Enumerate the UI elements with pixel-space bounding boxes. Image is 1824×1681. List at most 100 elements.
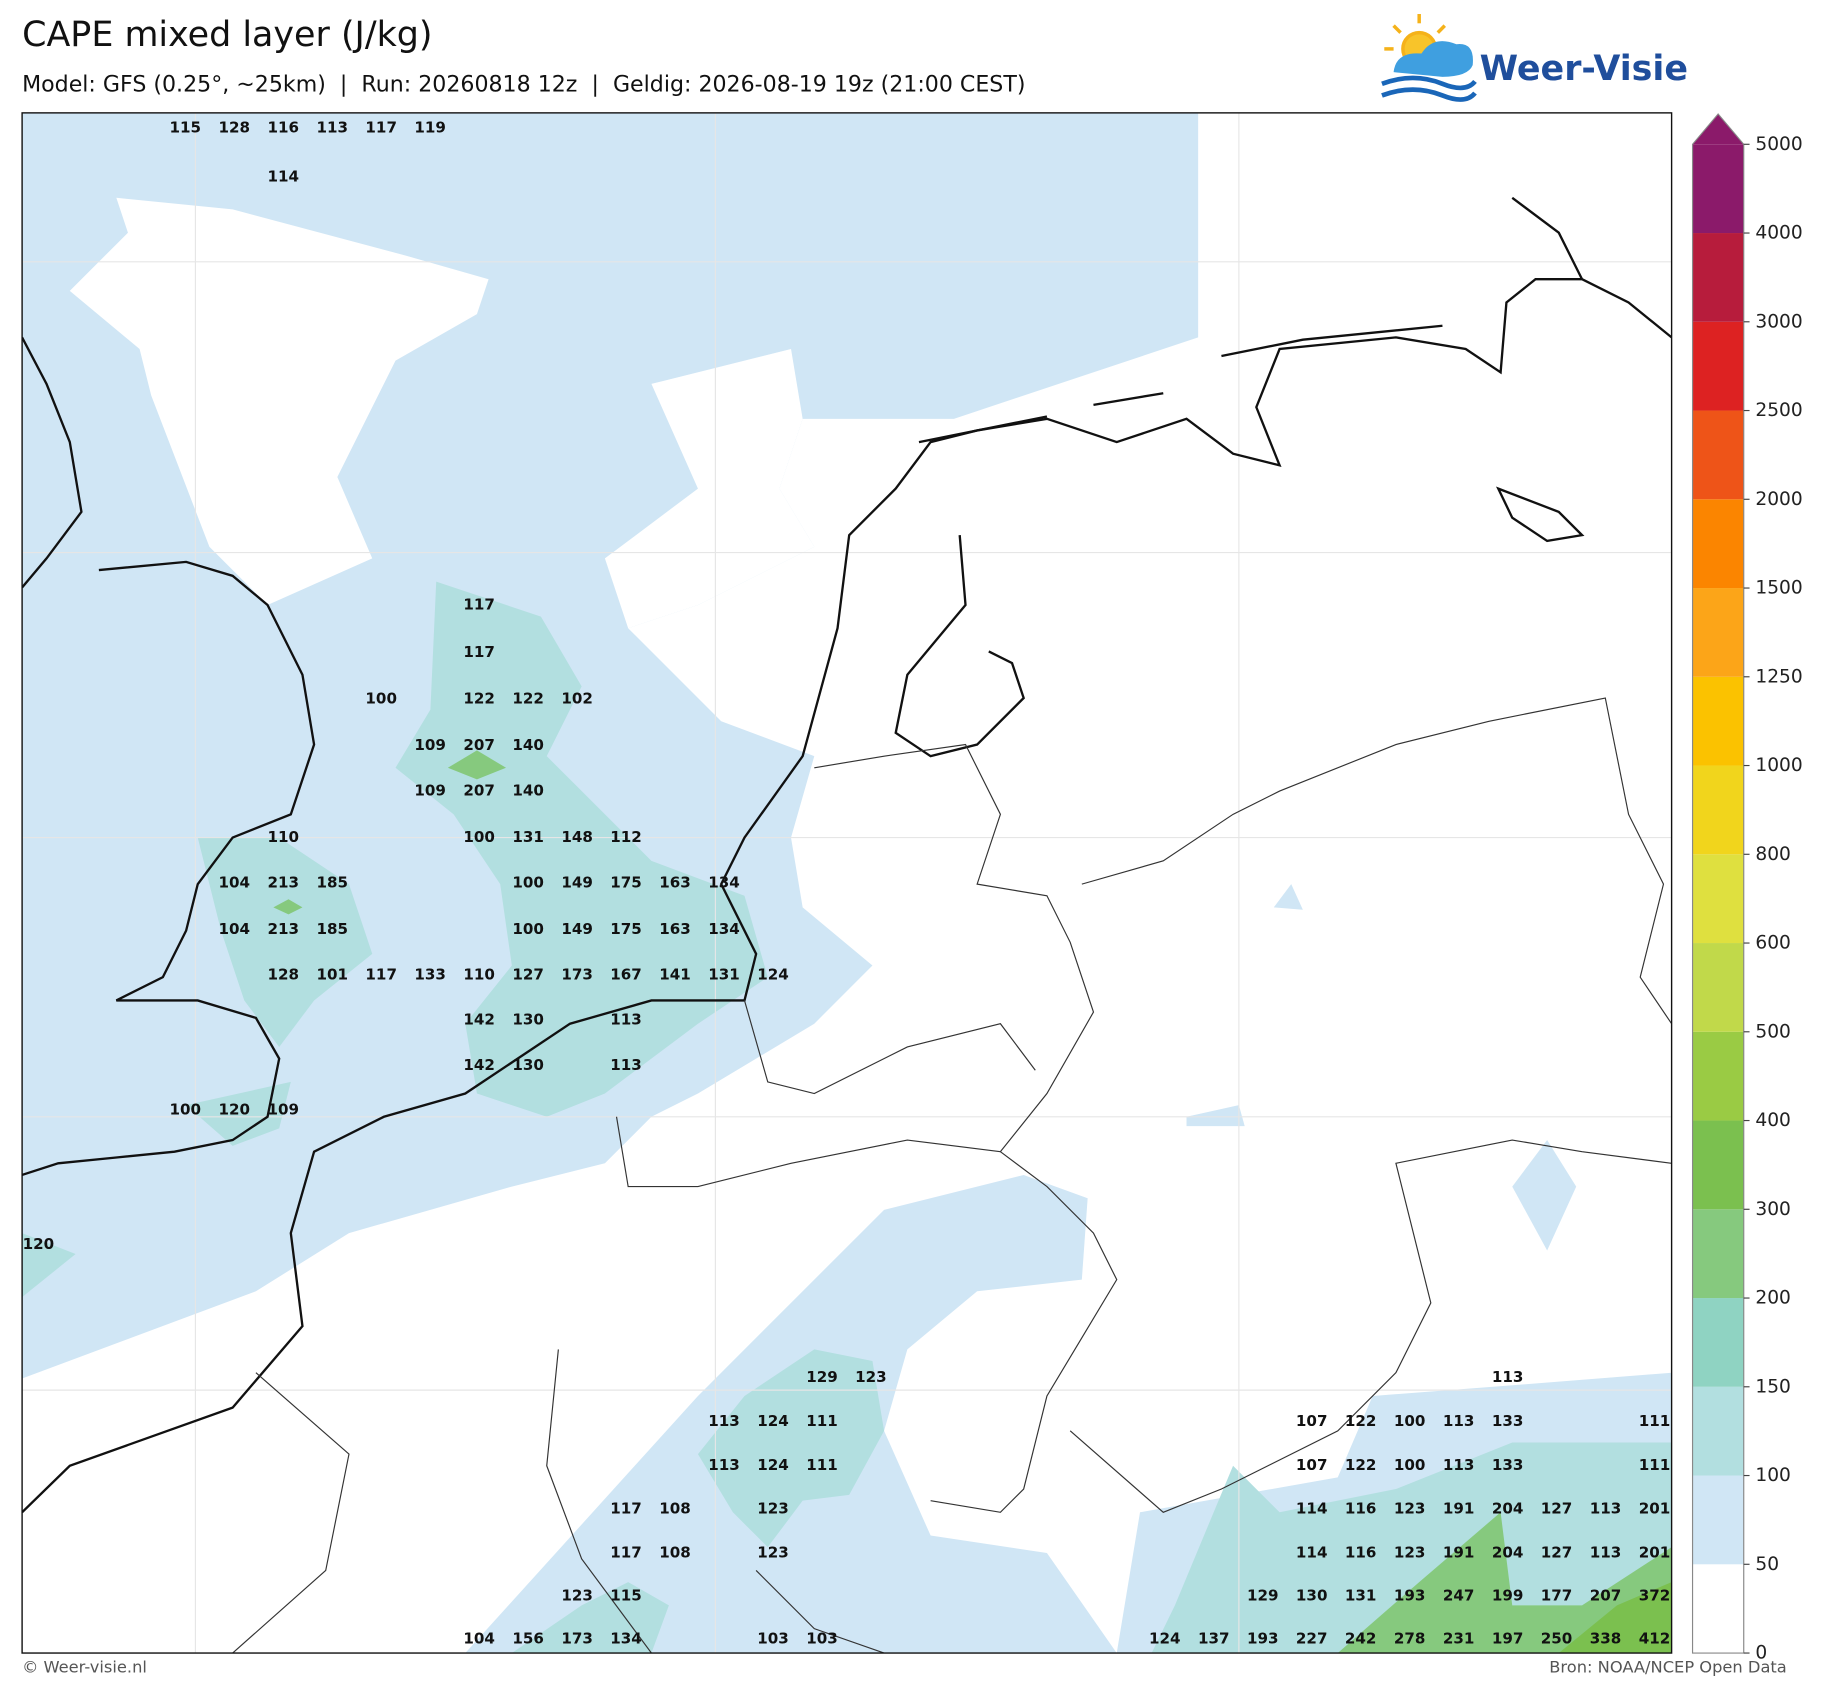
grid-value-label: 113 (610, 1056, 642, 1074)
grid-value-label: 115 (610, 1587, 642, 1605)
grid-value-label: 109 (267, 1100, 299, 1118)
grid-value-label: 193 (1394, 1587, 1426, 1605)
colorbar-band (1692, 410, 1744, 500)
grid-value-label: 110 (463, 965, 495, 983)
cape-area (697, 1349, 885, 1548)
colorbar-band (1692, 1475, 1744, 1565)
grid-value-label: 175 (610, 873, 642, 891)
grid-value-label: 173 (561, 965, 593, 983)
colorbar-tick-label: 1000 (1755, 755, 1802, 776)
grid-value-label: 148 (561, 828, 593, 846)
grid-value-label: 100 (1394, 1412, 1426, 1430)
grid-value-label: 103 (806, 1630, 838, 1648)
grid-value-label: 191 (1443, 1544, 1475, 1562)
grid-value-label: 156 (512, 1630, 544, 1648)
grid-value-label: 131 (1345, 1587, 1377, 1605)
grid-value-label: 127 (1541, 1499, 1573, 1517)
grid-value-label: 201 (1639, 1499, 1671, 1517)
grid-value-label: 128 (267, 965, 299, 983)
grid-value-label: 100 (170, 1100, 202, 1118)
colorbar-band (1692, 499, 1744, 589)
grid-value-label: 104 (463, 1630, 495, 1648)
colorbar-tick-label: 3000 (1755, 311, 1802, 332)
grid-value-label: 122 (1345, 1456, 1377, 1474)
colorbar-band (1692, 765, 1744, 855)
graticule (22, 112, 1672, 1654)
colorbar-tick-label: 200 (1755, 1288, 1791, 1309)
grid-value-label: 107 (1296, 1456, 1328, 1474)
grid-value-label: 175 (610, 920, 642, 938)
grid-value-label: 113 (1492, 1368, 1524, 1386)
cape-area (447, 750, 507, 780)
grid-value-label: 108 (659, 1499, 691, 1517)
cape-area (273, 899, 303, 915)
grid-value-label: 117 (463, 643, 495, 661)
grid-value-label: 129 (806, 1368, 838, 1386)
grid-value-label: 120 (219, 1100, 251, 1118)
grid-value-label: 111 (1639, 1412, 1671, 1430)
grid-value-label: 113 (1443, 1456, 1475, 1474)
grid-value-label: 149 (561, 873, 593, 891)
grid-value-label: 102 (561, 690, 593, 708)
grid-value-label: 127 (1541, 1544, 1573, 1562)
cape-area (1512, 1140, 1577, 1251)
grid-value-label: 116 (267, 119, 299, 137)
colorbar-band (1692, 588, 1744, 677)
colorbar-tick-label: 0 (1755, 1643, 1767, 1664)
grid-value-label: 133 (1492, 1456, 1524, 1474)
colorbar-band (1692, 854, 1744, 944)
logo-waves (1381, 75, 1477, 102)
grid-value-label: 177 (1541, 1587, 1573, 1605)
colorbar-outline (1691, 113, 1745, 1654)
grid-value-label: 141 (659, 965, 691, 983)
grid-value-label: 114 (1296, 1499, 1328, 1517)
grid-value-label: 113 (708, 1456, 740, 1474)
grid-value-label: 111 (1639, 1456, 1671, 1474)
grid-value-label: 123 (757, 1499, 789, 1517)
grid-value-label: 100 (1394, 1456, 1426, 1474)
logo-cloud (1393, 41, 1473, 77)
cape-area (186, 1081, 291, 1146)
colorbar-band (1692, 1120, 1744, 1210)
colorbar-tick-label: 300 (1755, 1199, 1791, 1220)
grid-value-label: 124 (757, 965, 789, 983)
borders (232, 697, 1672, 1654)
grid-value-label: 108 (659, 1544, 691, 1562)
grid-value-label: 167 (610, 965, 642, 983)
coastlines (22, 196, 1672, 1514)
grid-value-label: 140 (512, 782, 544, 800)
grid-value-label: 124 (757, 1456, 789, 1474)
map: 115 128 116 113 117 119 114 117 117 100 122 122 102 1… (22, 112, 1672, 1654)
cape-area (197, 837, 373, 1047)
grid-value-label: 142 (463, 1011, 495, 1029)
grid-value-label: 113 (1590, 1499, 1622, 1517)
grid-value-label: 193 (1247, 1630, 1279, 1648)
grid-value-label: 127 (512, 965, 544, 983)
colorbar-tick-label: 1500 (1755, 578, 1802, 599)
grid-value-label: 113 (1590, 1544, 1622, 1562)
colorbar-tick-label: 1250 (1755, 666, 1802, 687)
grid-value-label: 101 (316, 965, 348, 983)
grid-value-label: 122 (512, 690, 544, 708)
grid-value-label: 130 (512, 1011, 544, 1029)
grid-value-label: 247 (1443, 1587, 1475, 1605)
colorbar-tick-label: 50 (1755, 1554, 1779, 1575)
grid-value-label: 116 (1345, 1544, 1377, 1562)
grid-value-label: 122 (1345, 1412, 1377, 1430)
grid-value-label: 113 (316, 119, 348, 137)
colorbar-band (1692, 1564, 1744, 1654)
grid-value-label: 100 (463, 828, 495, 846)
grid-value-label: 129 (1247, 1587, 1279, 1605)
grid-value-label: 100 (512, 920, 544, 938)
cape-area (22, 1233, 76, 1298)
grid-value-label: 130 (1296, 1587, 1328, 1605)
grid-value-label: 250 (1541, 1630, 1573, 1648)
grid-value-label: 149 (561, 920, 593, 938)
grid-value-label: 204 (1492, 1544, 1524, 1562)
cape-area (1151, 1442, 1672, 1654)
map-frame (21, 112, 1673, 1654)
grid-value-label: 372 (1639, 1587, 1671, 1605)
colorbar-band (1692, 943, 1744, 1032)
colorbar-band (1692, 1386, 1744, 1476)
